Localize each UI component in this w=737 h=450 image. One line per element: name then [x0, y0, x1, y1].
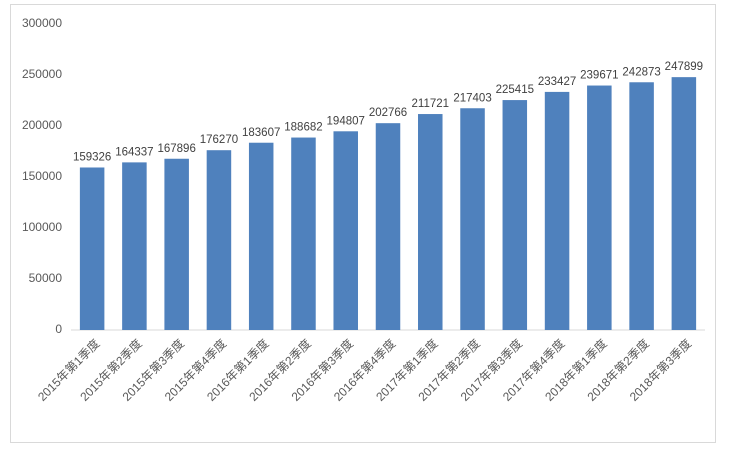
- bar: [460, 108, 485, 331]
- bar: [291, 137, 316, 330]
- value-label: 167896: [157, 143, 195, 155]
- bar: [671, 77, 697, 330]
- bar: [502, 100, 528, 331]
- bar: [248, 142, 274, 330]
- value-label: 242873: [622, 66, 660, 78]
- y-tick-label: 250000: [22, 67, 62, 81]
- bar: [418, 114, 443, 330]
- value-label: 188682: [284, 122, 322, 134]
- bar: [587, 85, 612, 330]
- value-label: 233427: [538, 76, 576, 88]
- y-tick-label: 300000: [22, 16, 62, 30]
- y-tick-label: 150000: [22, 169, 62, 183]
- y-tick-label: 0: [55, 322, 62, 336]
- bar: [333, 131, 358, 330]
- value-label: 239671: [580, 70, 618, 82]
- bar: [122, 162, 147, 330]
- bar: [206, 150, 232, 330]
- bar: [629, 82, 654, 331]
- value-label: 183607: [242, 127, 280, 139]
- value-label: 164337: [115, 146, 153, 158]
- bar: [544, 91, 570, 331]
- value-label: 159326: [73, 152, 111, 164]
- value-label: 176270: [200, 134, 238, 146]
- bar: [79, 167, 105, 330]
- value-label: 217403: [453, 92, 491, 104]
- bar: [375, 123, 401, 330]
- value-label: 247899: [665, 61, 703, 73]
- value-label: 211721: [412, 98, 450, 110]
- y-tick-label: 200000: [22, 118, 62, 132]
- value-label: 202766: [369, 107, 407, 119]
- bar: [164, 158, 189, 330]
- value-label: 194807: [327, 115, 365, 127]
- y-tick-label: 50000: [29, 271, 63, 285]
- value-label: 225415: [496, 84, 534, 96]
- y-tick-label: 100000: [22, 220, 62, 234]
